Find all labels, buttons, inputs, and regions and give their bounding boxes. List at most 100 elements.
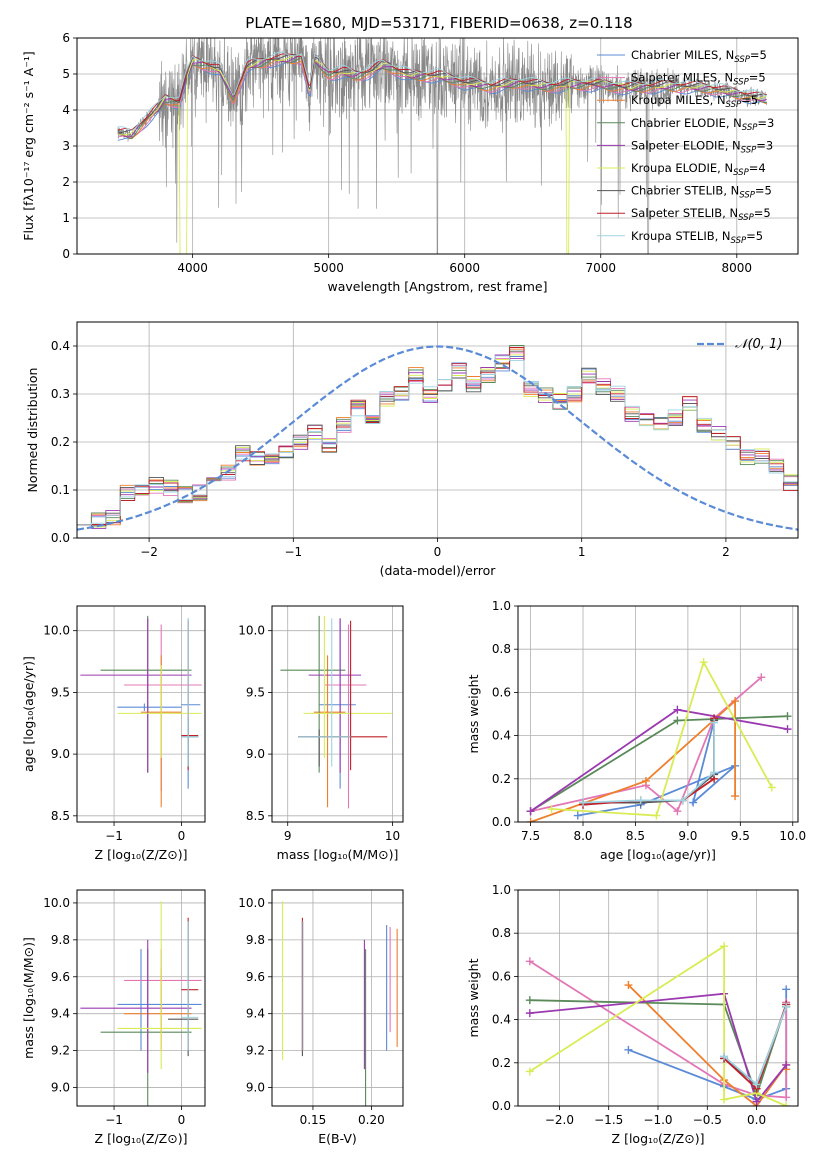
y-tick-label: 0.0 bbox=[492, 1099, 511, 1113]
x-tick-label: 10.0 bbox=[779, 829, 806, 843]
legend-entry: Salpeter MILES, NSSP=5 bbox=[631, 71, 766, 88]
spectrum-legend: Chabrier MILES, NSSP=5 Salpeter MILES, NS… bbox=[597, 48, 774, 246]
weight-marker bbox=[526, 807, 535, 816]
weight-marker bbox=[767, 783, 776, 792]
errorbar-point bbox=[117, 665, 202, 758]
weight-marker bbox=[525, 1067, 534, 1076]
y-axis-label: mass weight bbox=[466, 958, 481, 1037]
errorbar-point bbox=[280, 615, 346, 773]
y-tick-label: 9.0 bbox=[246, 747, 265, 761]
weight-marker bbox=[720, 1095, 729, 1104]
y-tick-label: 0.2 bbox=[492, 772, 511, 786]
y-tick-label: 1.0 bbox=[492, 599, 511, 613]
model-spectrum-kroupa-stelib bbox=[117, 51, 767, 132]
y-tick-label: 1 bbox=[62, 211, 70, 225]
x-tick-label: 0 bbox=[178, 829, 186, 843]
x-axis-label: mass [log₁₀(M/M⊙)] bbox=[277, 847, 399, 862]
weight-marker bbox=[673, 807, 682, 816]
plot-area bbox=[281, 901, 398, 1106]
legend-entry: Chabrier ELODIE, NSSP=3 bbox=[631, 116, 774, 133]
x-tick-label: 8000 bbox=[722, 261, 753, 275]
figure-title: PLATE=1680, MJD=53171, FIBERID=0638, z=0… bbox=[245, 14, 632, 32]
weight-marker bbox=[636, 796, 645, 805]
x-tick-label: 9.0 bbox=[678, 829, 697, 843]
errorbar-point bbox=[303, 615, 393, 758]
x-tick-label: 9 bbox=[284, 829, 292, 843]
weight-marker bbox=[624, 981, 633, 990]
y-tick-label: 10.0 bbox=[238, 896, 265, 910]
legend-entry: Kroupa ELODIE, NSSP=4 bbox=[631, 161, 766, 178]
mass-vs-metallicity-panel: −1 0 9.0 9.2 9.4 9.6 9.8 10.0 Z [log₁₀(Z/Z⊙)] mas… bbox=[21, 889, 206, 1146]
y-tick-label: 9.4 bbox=[51, 1007, 70, 1021]
weight-series-kroupa-stelib bbox=[579, 718, 719, 807]
x-tick-label: 9.5 bbox=[731, 829, 750, 843]
weight-series-salpeter-elodie bbox=[526, 705, 792, 816]
x-axis-label: Z [log₁₀(Z/Z⊙)] bbox=[95, 1131, 188, 1146]
legend-entry: Kroupa MILES, NSSP=5 bbox=[631, 93, 758, 110]
age-vs-metallicity-panel: −1 0 8.5 9.0 9.5 10.0 Z [log₁₀(Z/Z⊙)] age [log₁… bbox=[21, 605, 206, 862]
x-tick-label: −2 bbox=[140, 545, 158, 559]
weight-marker bbox=[782, 1093, 791, 1102]
plot-area bbox=[526, 658, 792, 822]
weight-marker bbox=[689, 798, 698, 807]
y-axis-label: mass weight bbox=[466, 674, 481, 753]
errorbar-point bbox=[117, 949, 202, 1051]
y-tick-label: 0.4 bbox=[492, 1013, 511, 1027]
weight-series-kroupa-elodie bbox=[525, 942, 791, 1106]
weight-marker bbox=[526, 818, 535, 822]
y-axis-label: Flux [fλ10⁻¹⁷ erg cm⁻² s⁻¹ A⁻¹] bbox=[21, 51, 36, 240]
errorbar-point bbox=[181, 917, 199, 1051]
errorbar-point bbox=[308, 618, 362, 773]
observed-spectrum bbox=[117, 38, 767, 254]
legend-entry: Salpeter ELODIE, NSSP=3 bbox=[631, 138, 773, 155]
x-tick-label: 8.5 bbox=[626, 829, 645, 843]
weight-marker bbox=[699, 658, 708, 667]
axes-frame bbox=[271, 889, 404, 1107]
weight-marker bbox=[757, 673, 766, 682]
weight-marker bbox=[525, 996, 534, 1005]
x-tick-label: 10 bbox=[385, 829, 400, 843]
y-axis-label: mass [log₁₀(M/M⊙)] bbox=[21, 937, 36, 1059]
y-tick-label: 0.2 bbox=[51, 435, 70, 449]
model-spectrum-kroupa-elodie bbox=[117, 54, 767, 254]
grid bbox=[518, 889, 798, 1107]
axes-frame bbox=[517, 605, 799, 823]
errorbar-point bbox=[298, 618, 351, 767]
errorbar-point bbox=[117, 901, 202, 1070]
weight-marker bbox=[752, 1097, 761, 1106]
plot-area bbox=[80, 615, 202, 808]
y-tick-label: 0.8 bbox=[492, 926, 511, 940]
mass-vs-ebv-panel: 0.15 0.20 9.0 9.2 9.4 9.6 9.8 10.0 E(B-V) bbox=[238, 889, 404, 1146]
x-tick-label: 8.0 bbox=[573, 829, 592, 843]
plot-area bbox=[525, 942, 791, 1106]
weight-marker bbox=[678, 796, 687, 805]
plot-area bbox=[280, 615, 393, 809]
y-tick-label: 0.0 bbox=[51, 531, 70, 545]
weight-marker bbox=[624, 1045, 633, 1054]
x-tick-label: −0.5 bbox=[693, 1113, 722, 1127]
errorbar-point bbox=[181, 717, 199, 767]
y-tick-label: 0.6 bbox=[492, 685, 511, 699]
plot-area bbox=[80, 901, 202, 1106]
weight-marker bbox=[525, 1009, 534, 1018]
axes-frame bbox=[76, 889, 206, 1107]
y-tick-label: 0 bbox=[62, 247, 70, 261]
residual-histogram-salpeter-stelib bbox=[77, 347, 798, 538]
axes-frame bbox=[271, 605, 404, 823]
y-tick-label: 9.0 bbox=[246, 1081, 265, 1095]
x-tick-label: −1 bbox=[284, 545, 302, 559]
legend-entry: 𝒩(0, 1) bbox=[735, 337, 782, 352]
grid bbox=[77, 890, 205, 1106]
x-tick-label: −1 bbox=[105, 1113, 123, 1127]
y-tick-label: 0.1 bbox=[51, 483, 70, 497]
residual-histogram-kroupa-elodie bbox=[77, 354, 798, 538]
errorbar-point bbox=[181, 921, 199, 1051]
weight-series-salpeter-miles bbox=[526, 673, 766, 816]
legend-entry: Chabrier STELIB, NSSP=5 bbox=[631, 184, 772, 201]
errorbar-point bbox=[181, 618, 201, 789]
y-tick-label: 9.2 bbox=[51, 1044, 70, 1058]
y-tick-label: 1.0 bbox=[492, 883, 511, 897]
y-tick-label: 10.0 bbox=[238, 624, 265, 638]
errorbar-point bbox=[167, 921, 199, 1057]
